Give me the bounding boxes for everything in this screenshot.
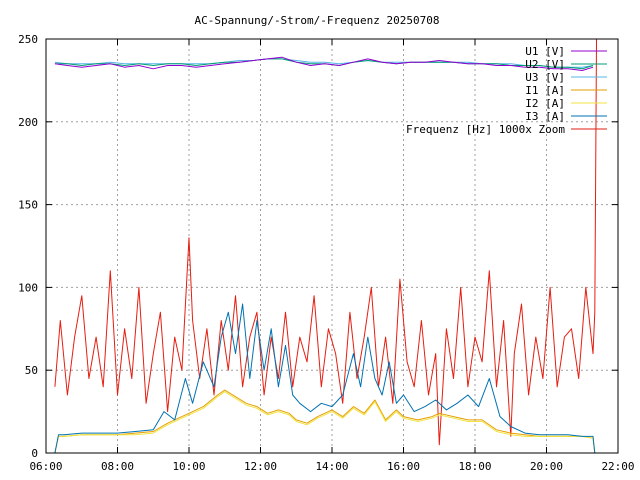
- x-tick-label: 22:00: [601, 460, 634, 473]
- legend-label: Frequenz [Hz] 1000x Zoom: [406, 123, 565, 136]
- legend: U1 [V]U2 [V]U3 [V]I1 [A]I2 [A]I3 [A]Freq…: [406, 45, 607, 136]
- axes: 06:00 08:00 10:00 12:00 14:00 16:00 18:00 20:00…: [18, 33, 634, 473]
- series-line-i2: [54, 391, 596, 454]
- y-tick-label: 250: [18, 33, 38, 46]
- legend-label: I1 [A]: [525, 84, 565, 97]
- x-tick-label: 08:00: [101, 460, 134, 473]
- y-tick-label: 150: [18, 199, 38, 212]
- x-tick-label: 16:00: [387, 460, 420, 473]
- x-tick-label: 18:00: [458, 460, 491, 473]
- y-tick-label: 100: [18, 281, 38, 294]
- legend-label: U1 [V]: [525, 45, 565, 58]
- series-line-i3: [54, 303, 596, 454]
- x-tick-label: 06:00: [29, 460, 62, 473]
- series-group: [54, 38, 597, 454]
- x-tick-label: 12:00: [244, 460, 277, 473]
- x-tick-label: 14:00: [315, 460, 348, 473]
- grid: [46, 39, 618, 453]
- x-tick-label: 20:00: [530, 460, 563, 473]
- legend-label: U2 [V]: [525, 58, 565, 71]
- series-line-f: [54, 38, 597, 446]
- y-tick-label: 50: [25, 364, 38, 377]
- y-tick-label: 200: [18, 116, 38, 129]
- x-tick-label: 10:00: [172, 460, 205, 473]
- chart-title: AC-Spannung/-Strom/-Frequenz 20250708: [194, 14, 439, 27]
- series-line-u3: [54, 58, 594, 68]
- legend-label: I2 [A]: [525, 97, 565, 110]
- legend-label: I3 [A]: [525, 110, 565, 123]
- legend-label: U3 [V]: [525, 71, 565, 84]
- y-tick-label: 0: [31, 447, 38, 460]
- series-line-i1: [54, 389, 596, 454]
- series-line-u1: [54, 56, 594, 71]
